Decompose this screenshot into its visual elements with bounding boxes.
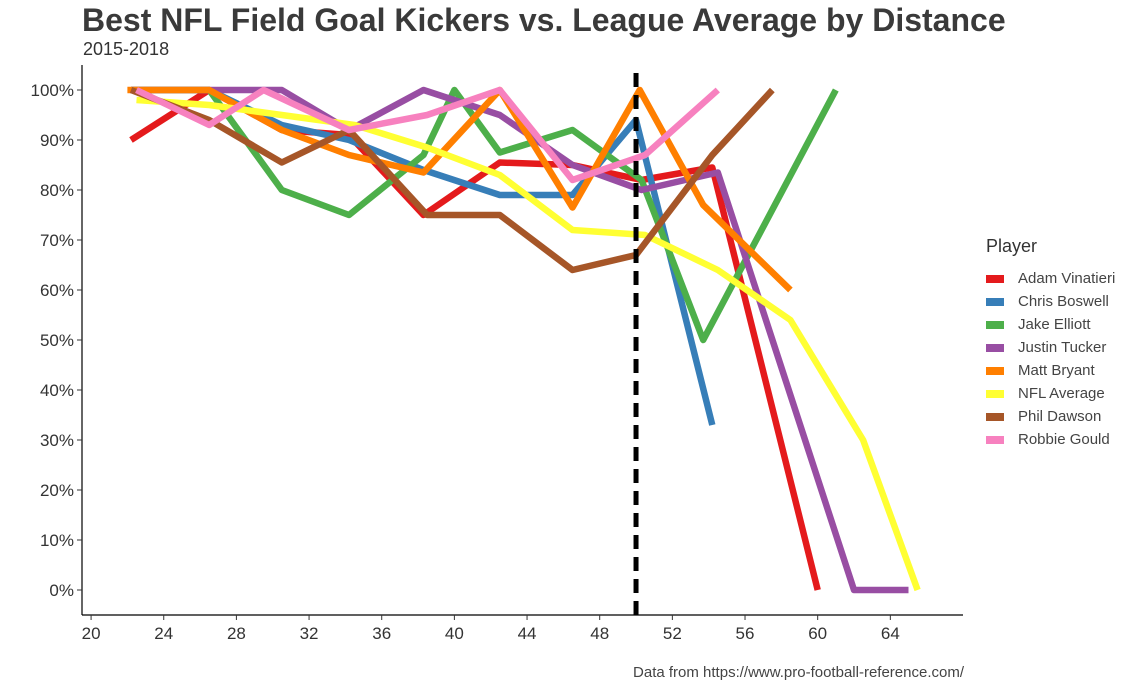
- x-tick-label: 52: [663, 624, 682, 643]
- series-line-phil-dawson: [129, 86, 775, 274]
- legend-label: Robbie Gould: [1018, 431, 1110, 448]
- legend-items: Adam Vinatieri Chris Boswell Jake Elliott J…: [986, 267, 1115, 451]
- legend-swatch: [986, 320, 1004, 329]
- x-tick-label: 48: [590, 624, 609, 643]
- y-tick-label: 0%: [49, 581, 74, 600]
- legend-label: Adam Vinatieri: [1018, 270, 1116, 287]
- series-layer: [127, 86, 921, 594]
- y-tick-label: 90%: [40, 131, 74, 150]
- legend-item: Adam Vinatieri: [986, 267, 1115, 290]
- axes: 0% 10% 20% 30% 40% 50% 60% 70% 80% 90% 100% 20 24 28 3…: [31, 65, 963, 643]
- legend-swatch: [986, 274, 1004, 283]
- legend-swatch: [986, 412, 1004, 421]
- y-tick-label: 80%: [40, 181, 74, 200]
- chart-title: Best NFL Field Goal Kickers vs. League A…: [82, 2, 1006, 38]
- legend-item: Robbie Gould: [986, 428, 1115, 451]
- legend: Player Adam Vinatieri Chris Boswell Jake E…: [986, 236, 1115, 451]
- legend-swatch: [986, 389, 1004, 398]
- legend-item: Chris Boswell: [986, 290, 1115, 313]
- x-tick-label: 28: [227, 624, 246, 643]
- y-tick-label: 60%: [40, 281, 74, 300]
- y-tick-label: 30%: [40, 431, 74, 450]
- x-tick-label: 20: [82, 624, 101, 643]
- chart-subtitle: 2015-2018: [83, 39, 170, 59]
- y-tick-label: 40%: [40, 381, 74, 400]
- legend-label: NFL Average: [1018, 385, 1105, 402]
- legend-label: Jake Elliott: [1018, 316, 1091, 333]
- x-tick-label: 64: [881, 624, 900, 643]
- legend-label: Justin Tucker: [1018, 339, 1107, 356]
- legend-swatch: [986, 366, 1004, 375]
- legend-item: NFL Average: [986, 382, 1115, 405]
- legend-label: Phil Dawson: [1018, 408, 1102, 425]
- legend-item: Matt Bryant: [986, 359, 1115, 382]
- legend-swatch: [986, 435, 1004, 444]
- x-tick-label: 60: [808, 624, 827, 643]
- x-tick-label: 36: [372, 624, 391, 643]
- legend-swatch: [986, 297, 1004, 306]
- legend-swatch: [986, 343, 1004, 352]
- series-line-nfl-average: [136, 96, 921, 592]
- x-tick-label: 56: [736, 624, 755, 643]
- x-tick-label: 44: [518, 624, 537, 643]
- legend-item: Phil Dawson: [986, 405, 1115, 428]
- y-tick-label: 50%: [40, 331, 74, 350]
- legend-label: Chris Boswell: [1018, 293, 1109, 310]
- chart-caption: Data from https://www.pro-football-refer…: [633, 664, 964, 681]
- series-line-robbie-gould: [135, 86, 720, 184]
- x-tick-label: 24: [154, 624, 173, 643]
- legend-title: Player: [986, 236, 1038, 256]
- y-tick-label: 70%: [40, 231, 74, 250]
- y-tick-label: 10%: [40, 531, 74, 550]
- y-tick-label: 100%: [31, 81, 74, 100]
- legend-item: Justin Tucker: [986, 336, 1115, 359]
- legend-item: Jake Elliott: [986, 313, 1115, 336]
- series-line-jake-elliott: [131, 86, 839, 344]
- x-tick-label: 32: [300, 624, 319, 643]
- x-tick-label: 40: [445, 624, 464, 643]
- legend-label: Matt Bryant: [1018, 362, 1095, 379]
- y-tick-label: 20%: [40, 481, 74, 500]
